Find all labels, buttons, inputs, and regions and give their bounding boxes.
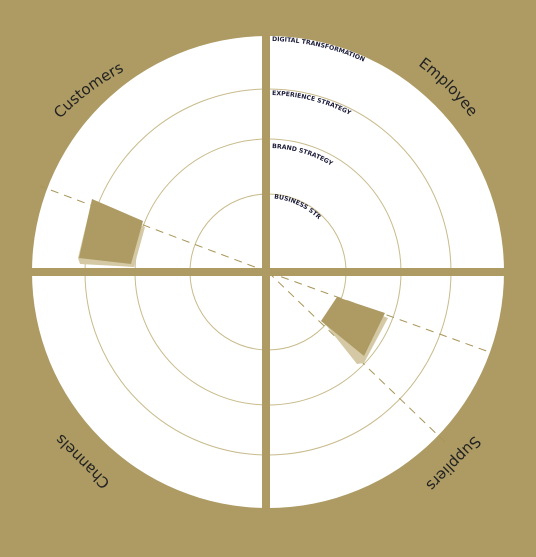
marker-suppliers bbox=[321, 297, 388, 364]
divider-horizontal bbox=[26, 268, 510, 276]
marker-customers bbox=[78, 199, 145, 267]
dashed-axis-customers bbox=[39, 185, 269, 273]
marker-customers-fill bbox=[79, 199, 143, 264]
marker-suppliers-fill bbox=[321, 297, 385, 356]
